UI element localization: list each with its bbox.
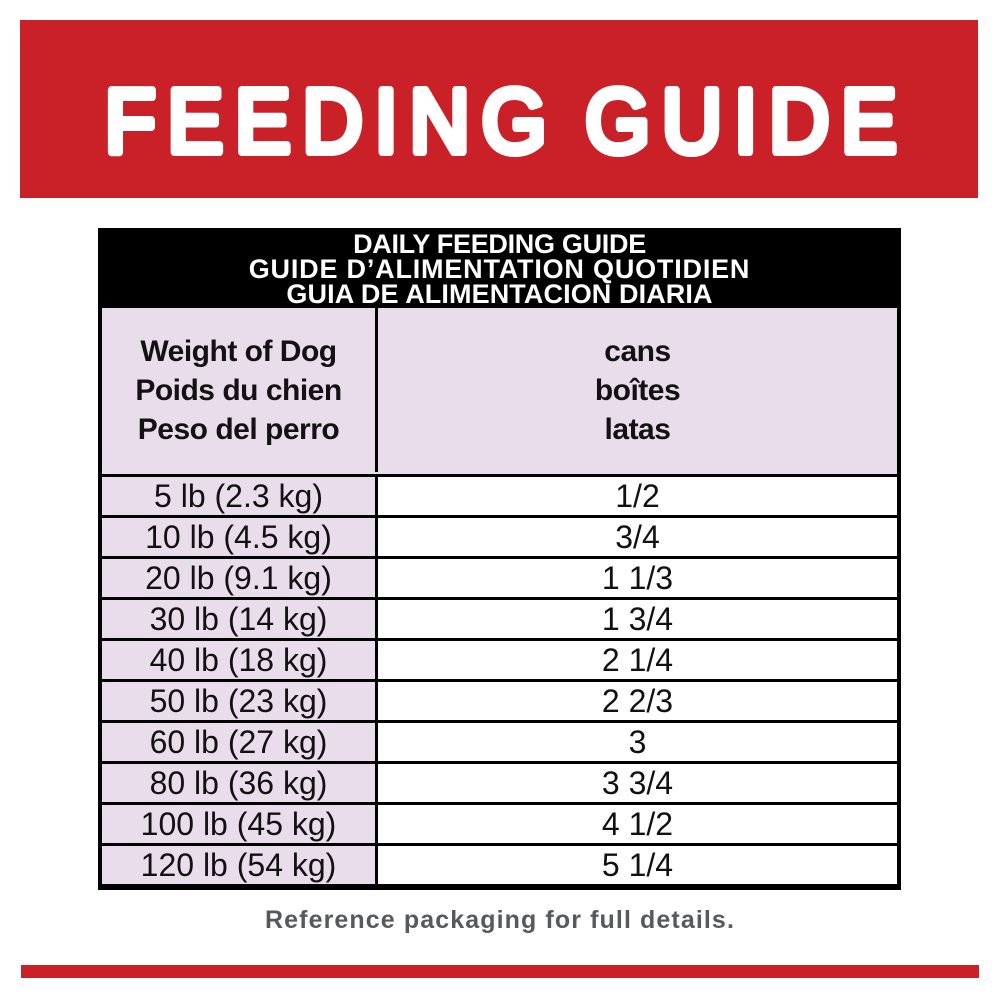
- svg-text:FEEDING GUIDE: FEEDING GUIDE: [105, 71, 909, 172]
